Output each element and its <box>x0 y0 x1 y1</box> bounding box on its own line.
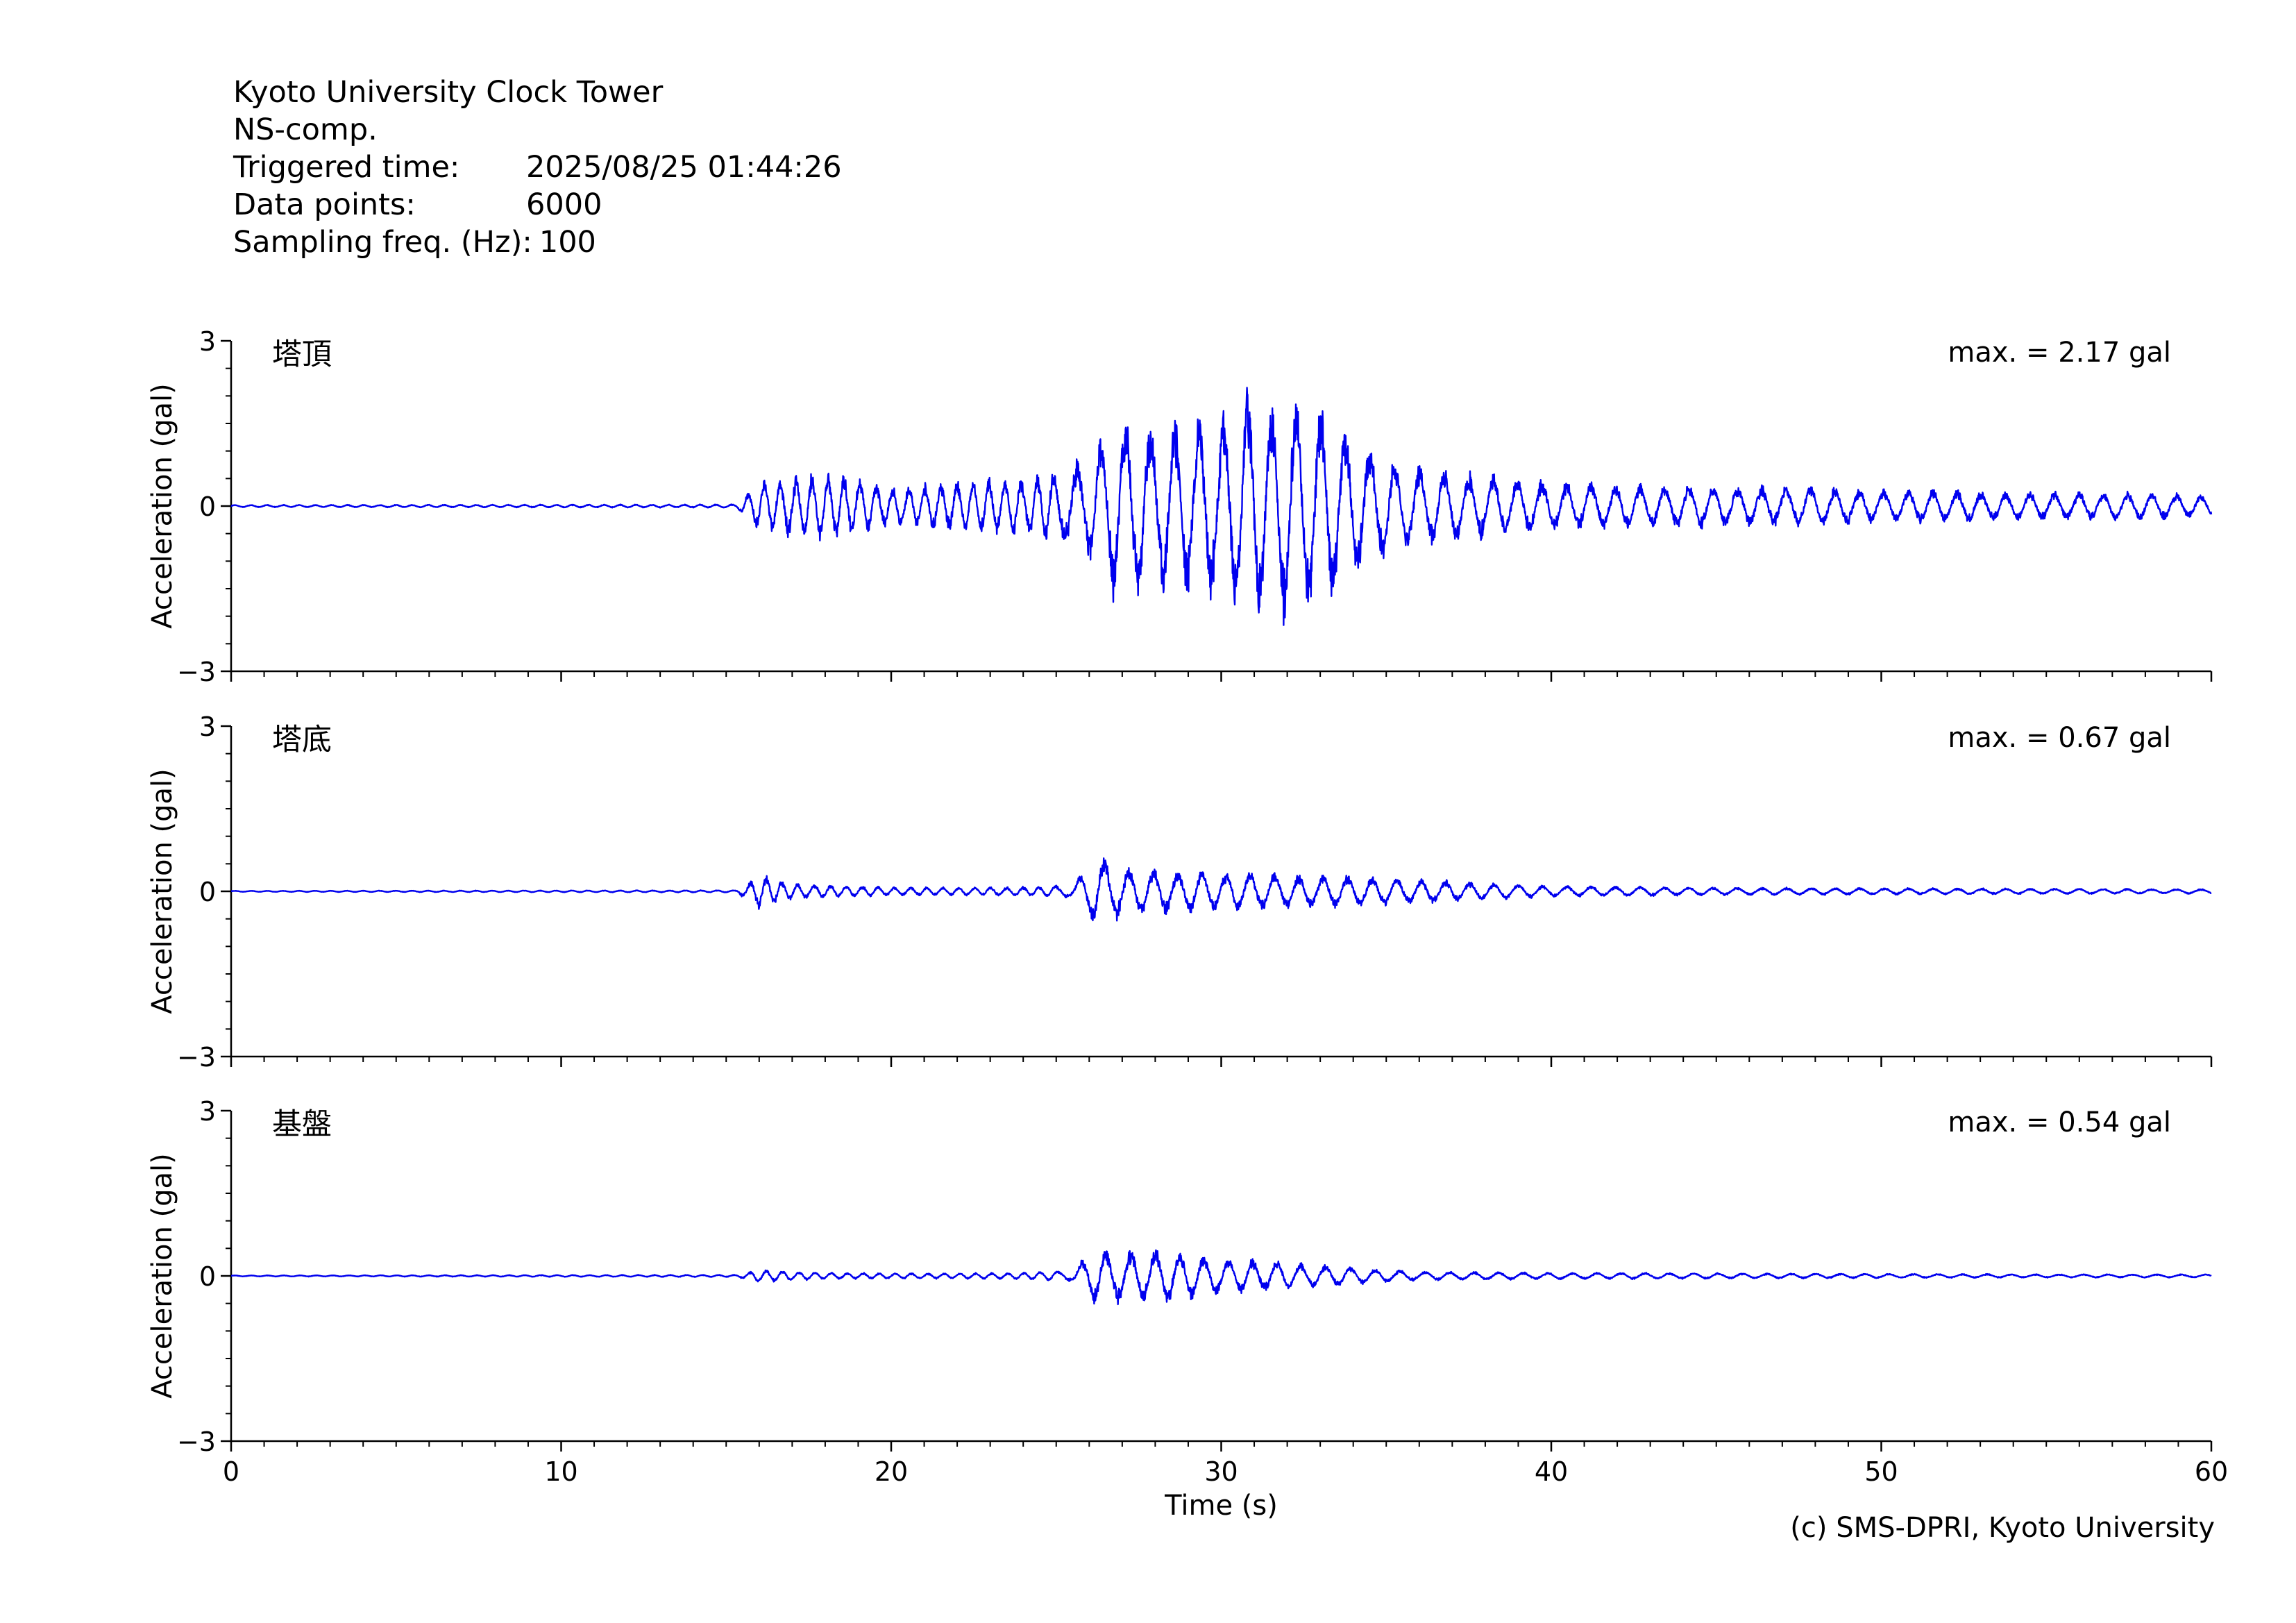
station-name-row: Kyoto University Clock Tower <box>233 74 842 111</box>
panel-station-label: 塔頂 <box>272 337 332 372</box>
acceleration-trace <box>230 387 2213 626</box>
y-tick-label: 3 <box>199 326 216 357</box>
station-name: Kyoto University Clock Tower <box>233 75 664 110</box>
acceleration-panel-1: 3 0 −3 Acceleration (gal) 塔頂 max. = 2.17 gal <box>146 326 2213 687</box>
y-tick-label: 0 <box>199 491 216 522</box>
x-tick-label: 50 <box>1864 1456 1898 1487</box>
y-tick-label: 0 <box>199 877 216 907</box>
data-points-label: Data points: <box>233 187 416 222</box>
y-tick-label: 0 <box>199 1261 216 1292</box>
x-tick-label: 40 <box>1535 1456 1568 1487</box>
record-header: Kyoto University Clock Tower NS-comp. Tr… <box>233 74 842 261</box>
sampling-freq-label: Sampling freq. (Hz): <box>233 225 532 260</box>
y-tick-label: 3 <box>199 1096 216 1127</box>
triggered-time-value: 2025/08/25 01:44:26 <box>526 150 842 185</box>
acceleration-trace <box>230 857 2212 922</box>
panel-station-label: 基盤 <box>272 1107 332 1142</box>
y-tick-label: −3 <box>177 1042 216 1073</box>
y-tick-label: 3 <box>199 712 216 742</box>
max-value-annotation: max. = 2.17 gal <box>1948 337 2171 369</box>
triggered-time-label: Triggered time: <box>233 150 460 185</box>
y-axis-label: Acceleration (gal) <box>146 1153 178 1399</box>
component-row: NS-comp. <box>233 111 842 149</box>
x-tick-label: 60 <box>2195 1456 2228 1487</box>
sampling-freq-row: Sampling freq. (Hz): 100 <box>233 224 842 261</box>
triggered-time-row: Triggered time: 2025/08/25 01:44:26 <box>233 149 842 186</box>
credit-text: (c) SMS-DPRI, Kyoto University <box>1790 1512 2215 1544</box>
max-value-annotation: max. = 0.67 gal <box>1948 722 2171 754</box>
y-axis-label: Acceleration (gal) <box>146 768 178 1014</box>
data-points-value: 6000 <box>526 187 602 222</box>
acceleration-trace <box>230 1249 2212 1306</box>
panel-station-label: 塔底 <box>272 723 332 757</box>
max-value-annotation: max. = 0.54 gal <box>1948 1107 2171 1138</box>
x-axis-label: Time (s) <box>1164 1490 1278 1522</box>
sampling-freq-value: 100 <box>539 225 596 260</box>
x-tick-label: 0 <box>223 1456 239 1487</box>
y-axis-label: Acceleration (gal) <box>146 383 178 629</box>
x-tick-label: 20 <box>875 1456 908 1487</box>
acceleration-panel-2: 3 0 −3 Acceleration (gal) 塔底 max. = 0.67 gal <box>146 712 2213 1073</box>
x-tick-label: 10 <box>544 1456 577 1487</box>
data-points-row: Data points: 6000 <box>233 186 842 224</box>
y-tick-label: −3 <box>177 1427 216 1457</box>
x-tick-label: 30 <box>1204 1456 1238 1487</box>
component-name: NS-comp. <box>233 112 378 147</box>
y-tick-label: −3 <box>177 657 216 687</box>
